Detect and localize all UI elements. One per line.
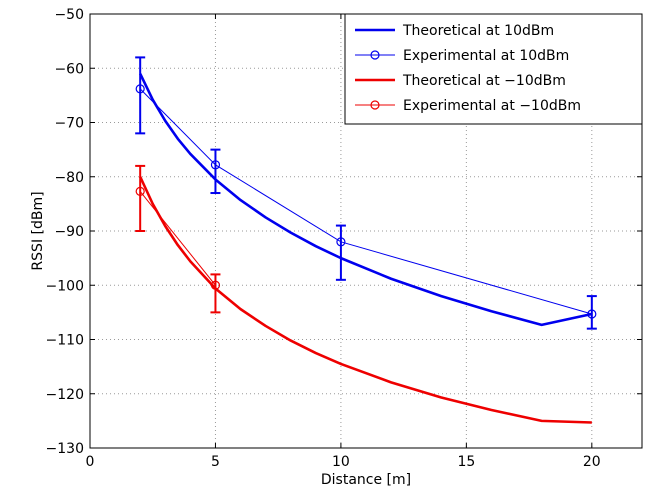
legend-entry: Theoretical at 10dBm [355,23,554,39]
x-tick-label: 10 [332,454,350,470]
data-point-marker [135,84,145,94]
y-tick-label: −90 [54,224,84,240]
x-tick-label: 5 [211,454,220,470]
x-axis-label: Distance [m] [321,472,411,488]
legend-label: Theoretical at −10dBm [402,73,566,89]
legend-entry: Experimental at 10dBm [355,48,569,64]
y-axis-label: RSSI [dBm] [30,191,46,270]
x-tick-label: 20 [583,454,601,470]
legend-label: Theoretical at 10dBm [402,23,554,39]
series-layer [135,56,597,424]
legend-label: Experimental at 10dBm [403,48,569,64]
experimental-line [139,88,592,315]
series-theoretical-0 [139,73,593,327]
series-experimental-1 [135,56,597,330]
legend-entry: Experimental at −10dBm [355,98,581,114]
theoretical-line [139,73,593,327]
y-tick-label: −120 [46,387,84,403]
legend-entry: Theoretical at −10dBm [355,73,566,89]
legend-swatch-marker [370,100,380,110]
x-tick-label: 15 [457,454,475,470]
data-point-marker [210,160,221,170]
legend-box [344,13,643,125]
ticks: 0 5 10 15 20 −50 −60 −70 −80 −90 −100 −110 −120 −130 [46,7,642,470]
y-tick-label: −70 [54,116,84,132]
theoretical-line [139,176,592,424]
data-point-marker [587,309,597,319]
experimental-line [139,191,216,286]
data-point-marker [210,280,221,290]
y-tick-label: −60 [54,61,84,77]
legend: Theoretical at 10dBm Experimental at 10dB… [344,13,643,125]
y-tick-label: −80 [54,170,84,186]
legend-label: Experimental at −10dBm [403,98,581,114]
legend-swatch-marker [370,50,380,60]
series-theoretical-2 [139,176,592,424]
x-tick-label: 0 [86,454,95,470]
y-tick-label: −110 [46,333,84,349]
y-tick-label: −130 [46,441,84,457]
series-experimental-3 [135,164,221,314]
data-point-marker [336,237,346,247]
data-point-marker [135,186,145,196]
y-tick-label: −50 [54,7,84,23]
y-tick-label: −100 [46,278,84,294]
